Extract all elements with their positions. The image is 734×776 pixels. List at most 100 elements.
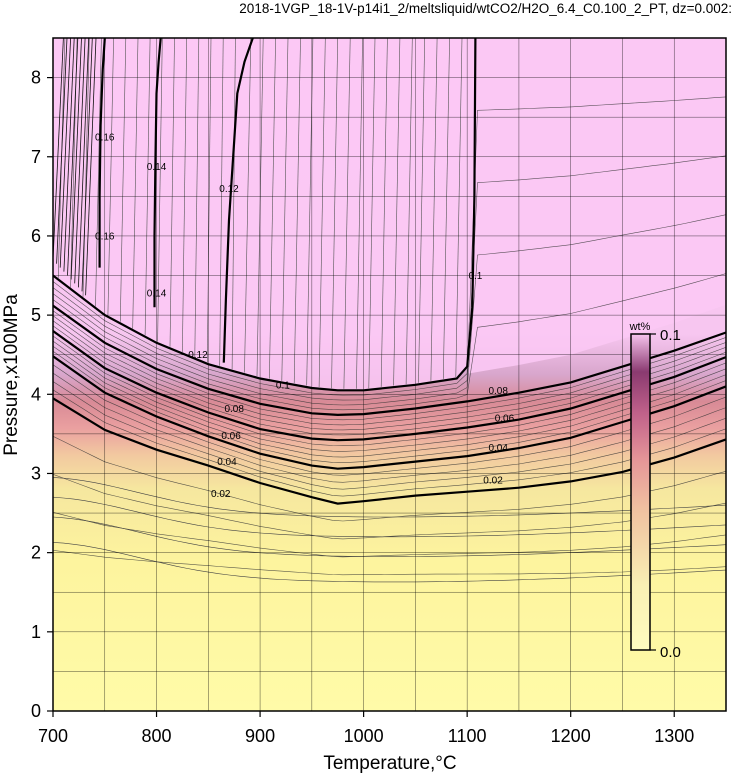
minor-contour-line (455, 38, 463, 378)
y-tick-label: 4 (31, 384, 41, 404)
minor-contour-line (53, 38, 64, 260)
y-tick-label: 6 (31, 226, 41, 246)
contour-label: 0.1 (468, 271, 482, 282)
minor-contour-line (56, 38, 68, 264)
minor-contour-line (169, 38, 175, 347)
minor-contour-line (418, 38, 425, 383)
contour-line-0_16 (98, 38, 106, 268)
minor-contour-line (53, 550, 726, 576)
minor-contour-line (219, 38, 224, 366)
minor-contour-line (53, 320, 726, 431)
contour-label: 0.16 (95, 231, 115, 242)
colorbar: wt% 0.1 0.0 (629, 321, 681, 661)
minor-contour-line (53, 310, 726, 421)
x-tick-label: 1000 (344, 726, 384, 746)
minor-contour-line (53, 350, 726, 464)
y-tick-label: 1 (31, 622, 41, 642)
contour-label: 0.06 (221, 431, 241, 442)
minor-contour-line (132, 38, 139, 329)
contour-line-0_06 (53, 330, 726, 442)
minor-contour-line (74, 38, 86, 284)
major-contours (53, 38, 726, 505)
y-tick-label: 5 (31, 305, 41, 325)
contour-line-0_14 (153, 38, 162, 308)
contour-label: 0.16 (95, 132, 115, 143)
contour-label: 0.06 (495, 414, 515, 425)
minor-contour-line (231, 38, 236, 370)
chart-title-text: 2018-1VGP_18-1V-p14i1_2/meltsliquid/wtCO… (239, 1, 732, 16)
minor-contour-line (53, 364, 726, 476)
minor-contour-line (53, 155, 726, 401)
minor-contour-line (393, 38, 401, 386)
minor-contour-line (53, 214, 726, 406)
minor-contours (53, 38, 726, 583)
x-tick-label: 700 (38, 726, 68, 746)
y-axis-label: Pressure,x100MPa (1, 294, 22, 456)
plot-area: 0.02 0.04 0.06 0.08 0.1 0.12 0.14 0.16 0.16 0.14 0… (52, 37, 727, 712)
minor-contour-line (194, 38, 200, 358)
contour-line-0_1 (53, 38, 477, 392)
minor-contour-line (443, 38, 450, 379)
minor-contour-line (405, 38, 413, 385)
minor-contour-line (53, 273, 726, 411)
minor-contour-line (53, 477, 726, 518)
y-tick-label: 2 (31, 543, 41, 563)
contour-line-0_02 (53, 397, 726, 505)
minor-contour-line (53, 335, 726, 447)
minor-contour-line (95, 38, 102, 307)
minor-contour-line (81, 38, 93, 292)
minor-contour-line (368, 38, 376, 389)
minor-contour-line (281, 38, 289, 381)
minor-contour-line (356, 38, 363, 389)
contour-label: 0.04 (488, 443, 508, 454)
minor-contour-line (53, 345, 726, 458)
minor-contour-line (78, 38, 90, 288)
contour-line-0_12 (222, 38, 254, 363)
y-tick-label: 3 (31, 463, 41, 483)
contour-label: 0.12 (188, 350, 208, 361)
contour-label: 0.02 (483, 475, 503, 486)
contour-label: 0.08 (488, 386, 508, 397)
contour-labels: 0.02 0.04 0.06 0.08 0.1 0.12 0.14 0.16 0.16 0.14 0… (95, 132, 515, 499)
minor-contour-line (82, 38, 90, 297)
y-tick-label: 8 (31, 68, 41, 88)
minor-contour-line (59, 38, 71, 268)
contour-line-0_04 (53, 355, 726, 470)
minor-contour-line (53, 315, 726, 426)
minor-contour-line (53, 436, 726, 522)
contour-label: 0.14 (147, 162, 167, 173)
minor-contour-line (53, 381, 726, 490)
minor-contour-line (53, 340, 726, 452)
minor-contour-line (120, 38, 127, 322)
minor-contour-line (157, 38, 163, 342)
minor-contour-line (53, 516, 726, 557)
minor-contour-line (269, 38, 276, 379)
minor-contour-line (380, 38, 388, 387)
chart-title: 2018-1VGP_18-1V-p14i1_2/meltsliquid/wtCO… (0, 0, 734, 20)
x-axis-ticks: 700 800 900 1000 1100 1200 1300 (38, 711, 694, 746)
minor-contour-line (182, 38, 187, 352)
minor-contour-line (318, 38, 326, 388)
colorbar-max-label: 0.1 (660, 327, 681, 344)
minor-contour-line (53, 474, 726, 540)
x-tick-label: 900 (245, 726, 275, 746)
y-axis-ticks: 0 1 2 3 4 5 6 7 8 (31, 68, 53, 721)
contour-label: 0.1 (276, 380, 290, 391)
contour-label: 0.08 (224, 404, 244, 415)
contour-line-0_08 (53, 304, 726, 417)
contour-label: 0.04 (217, 457, 237, 468)
minor-contour-line (343, 38, 351, 389)
minor-contour-line (430, 38, 438, 381)
colorbar-gradient (630, 333, 651, 651)
minor-contour-line (53, 512, 726, 558)
contour-label: 0.14 (147, 288, 167, 299)
high-concentration-region-right (467, 38, 726, 374)
contour-label: 0.02 (211, 489, 231, 500)
plot-frame (52, 37, 727, 712)
minor-contour-line (107, 38, 114, 316)
colorbar-min-label: 0.0 (660, 644, 681, 661)
x-tick-label: 800 (142, 726, 172, 746)
heatmap-fill (53, 38, 726, 391)
minor-contour-line (63, 38, 75, 272)
